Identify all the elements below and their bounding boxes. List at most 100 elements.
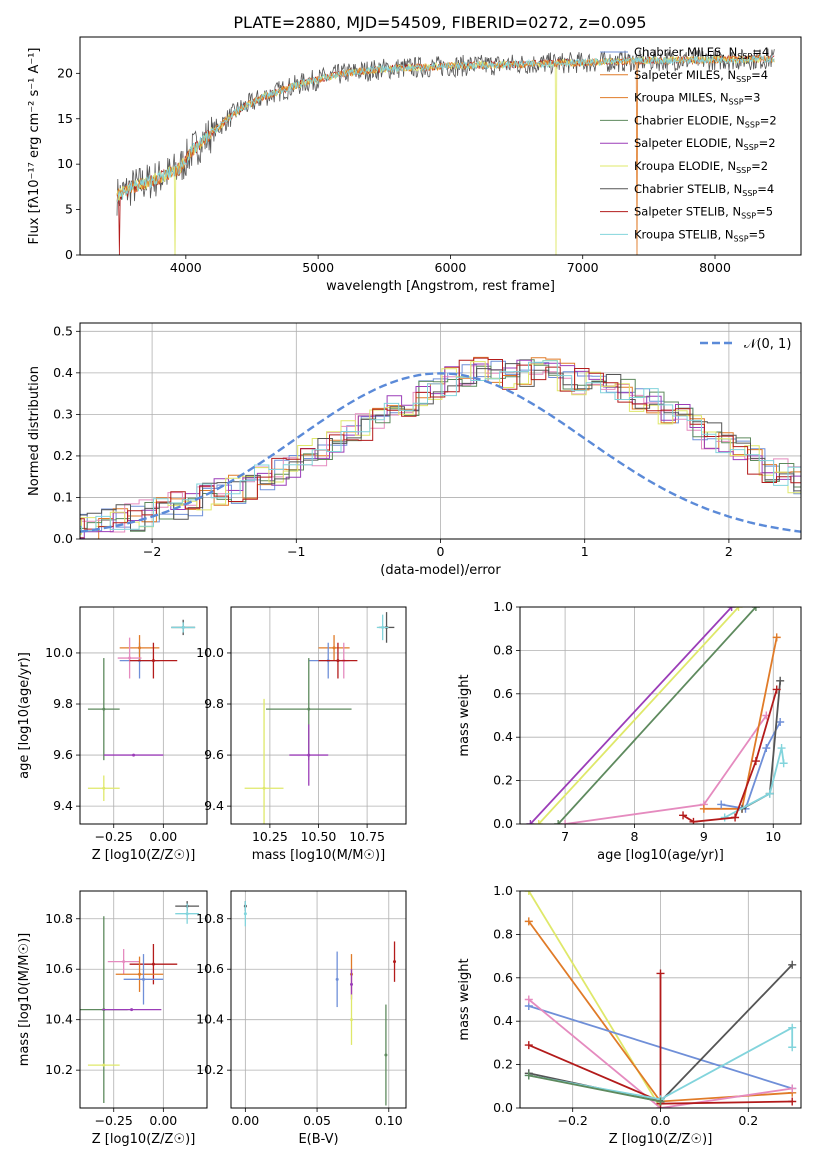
errorbar-point bbox=[119, 635, 160, 661]
errorbar-point bbox=[107, 949, 140, 975]
weight-marker bbox=[765, 789, 774, 798]
errorbar-point bbox=[393, 941, 397, 982]
legend-subscript: SSP bbox=[736, 166, 751, 175]
massweight_vs_Z-plot-area bbox=[524, 891, 797, 1108]
age_vs_Z-frame bbox=[79, 606, 208, 825]
y-tick-label: 10.4 bbox=[45, 1012, 73, 1027]
age_vs_mass-plot-area bbox=[244, 612, 395, 824]
x-tick-label: 1 bbox=[581, 544, 589, 559]
errorbar-point bbox=[129, 943, 178, 985]
legend-label: Salpeter ELODIE, NSSP=2 bbox=[634, 136, 776, 152]
legend-subscript: SSP bbox=[737, 52, 752, 61]
x-axis-label: E(B-V) bbox=[298, 1132, 338, 1147]
point-marker bbox=[307, 707, 311, 711]
x-tick-label: −0.2 bbox=[558, 1113, 588, 1128]
spectrum-axes: 4000 5000 6000 7000 8000 0 5 10 15 20 wavelength [… bbox=[27, 48, 731, 295]
y-tick-label: 10.0 bbox=[45, 645, 73, 660]
weight-marker bbox=[751, 757, 760, 766]
y-tick-label: 15 bbox=[57, 111, 73, 126]
weight-marker bbox=[751, 607, 760, 611]
spectrum-legend: Chabrier MILES, NSSP=4 Salpeter MILES, NS… bbox=[600, 45, 777, 243]
histogram-step bbox=[80, 357, 801, 530]
y-tick-label: 0.2 bbox=[493, 773, 513, 788]
mass_vs_ebv-axes: 0.00 0.05 0.10 10.2 10.4 10.6 10.8 E(B-V) bbox=[196, 891, 406, 1147]
massweight_vs_age-plot-area bbox=[526, 607, 788, 824]
weight-marker bbox=[717, 800, 726, 809]
y-tick-label: 10.2 bbox=[196, 1062, 224, 1077]
mass_vs_Z-axes: −0.25 0.00 10.2 10.4 10.6 10.8 Z [log10(Z/Z☉)]… bbox=[17, 891, 207, 1147]
point-marker bbox=[393, 960, 397, 964]
x-tick-label: −1 bbox=[287, 544, 305, 559]
mass_vs_ebv-frame bbox=[230, 890, 407, 1109]
x-axis-label: Z [log10(Z/Z☉)] bbox=[609, 1132, 713, 1147]
errorbar-point bbox=[87, 658, 120, 761]
weight-marker bbox=[788, 1097, 797, 1106]
weight-marker bbox=[699, 804, 708, 813]
point-marker bbox=[132, 753, 136, 757]
weight-line bbox=[721, 721, 781, 810]
weight-line bbox=[528, 1074, 661, 1103]
legend-value: =5 bbox=[749, 227, 766, 241]
age_vs_Z-plot-area bbox=[87, 619, 196, 802]
y-tick-label: 1.0 bbox=[493, 599, 513, 614]
y-tick-label: 9.6 bbox=[204, 747, 224, 762]
point-marker bbox=[138, 972, 142, 976]
y-axis-label: age [log10(age/yr)] bbox=[17, 652, 32, 779]
y-tick-label: 0.4 bbox=[53, 365, 73, 380]
weight-line bbox=[538, 607, 740, 824]
x-tick-label: 6000 bbox=[435, 260, 467, 275]
y-tick-label: 0.6 bbox=[493, 970, 513, 985]
mass_vs_ebv-plot-area bbox=[243, 901, 397, 1106]
weight-marker bbox=[524, 1071, 533, 1080]
y-tick-label: 0.6 bbox=[493, 686, 513, 701]
point-marker bbox=[262, 786, 266, 790]
y-tick-label: 0 bbox=[65, 247, 73, 262]
y-tick-label: 9.8 bbox=[53, 696, 73, 711]
x-tick-label: 0.10 bbox=[375, 1113, 403, 1128]
y-tick-label: 0.3 bbox=[53, 406, 73, 421]
weight-marker bbox=[524, 891, 533, 895]
legend-label: Chabrier MILES, NSSP=4 bbox=[634, 45, 769, 61]
x-tick-label: 7000 bbox=[567, 260, 599, 275]
weight-marker bbox=[526, 820, 535, 824]
x-axis-label: age [log10(age/yr)] bbox=[597, 848, 724, 863]
point-marker bbox=[142, 977, 145, 981]
y-tick-label: 1.0 bbox=[493, 883, 513, 898]
weight-series bbox=[526, 607, 736, 824]
errorbar-point bbox=[129, 642, 178, 679]
weight-marker bbox=[561, 820, 570, 824]
point-marker bbox=[349, 982, 353, 986]
legend-value: =2 bbox=[759, 136, 776, 150]
weight-marker bbox=[788, 960, 797, 969]
legend-value: =5 bbox=[756, 205, 773, 219]
point-marker bbox=[336, 659, 340, 663]
spectrum-frame bbox=[79, 36, 802, 256]
weight-series bbox=[699, 633, 781, 813]
x-tick-label: 2 bbox=[725, 544, 733, 559]
point-marker bbox=[185, 912, 189, 916]
legend-value: =4 bbox=[757, 182, 774, 196]
errorbar-point bbox=[349, 994, 353, 1045]
point-marker bbox=[381, 625, 385, 629]
weight-line bbox=[703, 637, 778, 810]
y-tick-label: 10.4 bbox=[196, 1012, 224, 1027]
point-marker bbox=[130, 1008, 134, 1012]
legend-value: =4 bbox=[752, 45, 769, 59]
weight-line bbox=[557, 607, 757, 824]
y-tick-label: 9.8 bbox=[204, 696, 224, 711]
errorbar-point bbox=[123, 954, 164, 1005]
age_vs_mass-axes: 10.25 10.50 10.75 9.4 9.6 9.8 10.0 mass [log10(… bbox=[196, 607, 406, 863]
y-tick-label: 10.6 bbox=[45, 961, 73, 976]
normal-curve bbox=[80, 372, 801, 533]
x-tick-label: 9 bbox=[700, 829, 708, 844]
legend-value: =3 bbox=[744, 91, 761, 105]
age_vs_mass-frame bbox=[230, 606, 407, 825]
weight-marker bbox=[777, 744, 786, 753]
y-tick-label: 10.8 bbox=[45, 911, 73, 926]
weight-series bbox=[524, 969, 797, 1108]
legend-subscript: SSP bbox=[741, 212, 756, 221]
x-tick-label: 0.00 bbox=[149, 829, 177, 844]
x-tick-label: 10 bbox=[765, 829, 781, 844]
x-axis-label: (data-model)/error bbox=[380, 563, 501, 578]
